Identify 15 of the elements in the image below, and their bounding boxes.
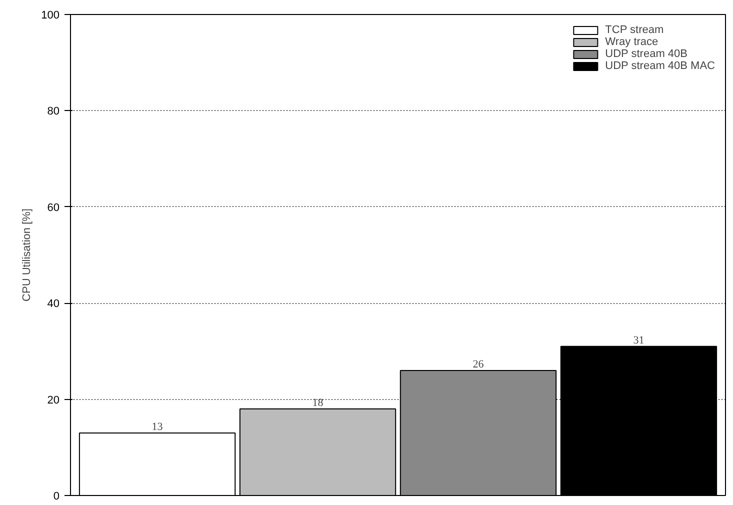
y-tick-label: 80 (47, 106, 60, 118)
y-tick-label: 100 (41, 10, 60, 22)
data-label: 18 (312, 396, 324, 409)
data-label: 31 (633, 334, 644, 346)
legend-label: TCP stream (605, 24, 664, 36)
data-label: 26 (472, 358, 484, 370)
y-tick-label: 40 (47, 298, 60, 310)
data-label: 13 (152, 420, 164, 433)
y-axis-title: CPU Utilisation [%] (21, 208, 34, 302)
y-tick-label: 60 (47, 202, 60, 214)
legend-label: Wray trace (605, 36, 658, 48)
y-tick-label: 0 (53, 490, 60, 502)
legend-label: UDP stream 40B (605, 48, 688, 60)
y-tick-label: 20 (47, 394, 60, 406)
legend-label: UDP stream 40B MAC (605, 60, 715, 72)
